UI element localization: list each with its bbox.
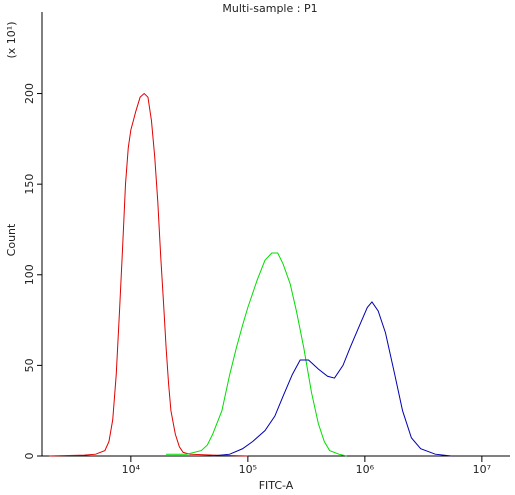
y-tick-label: 0 [23, 453, 36, 460]
x-tick-label: 10⁷ [473, 463, 491, 476]
y-tick-label: 100 [23, 264, 36, 285]
x-tick-label: 10⁴ [122, 463, 141, 476]
series-line [212, 301, 452, 457]
x-tick-label: 10⁶ [356, 463, 375, 476]
series-line [166, 252, 347, 457]
x-axis-label: FITC-A [259, 479, 294, 492]
y-axis-multiplier: (x 10¹) [5, 22, 18, 59]
x-tick-label: 10⁵ [239, 463, 257, 476]
y-tick-label: 150 [23, 174, 36, 195]
y-tick-label: 50 [23, 358, 36, 372]
y-tick-label: 200 [23, 83, 36, 104]
y-axis-label: Count [5, 223, 18, 256]
chart-title: Multi-sample : P1 [222, 2, 317, 15]
series-line [49, 92, 248, 457]
